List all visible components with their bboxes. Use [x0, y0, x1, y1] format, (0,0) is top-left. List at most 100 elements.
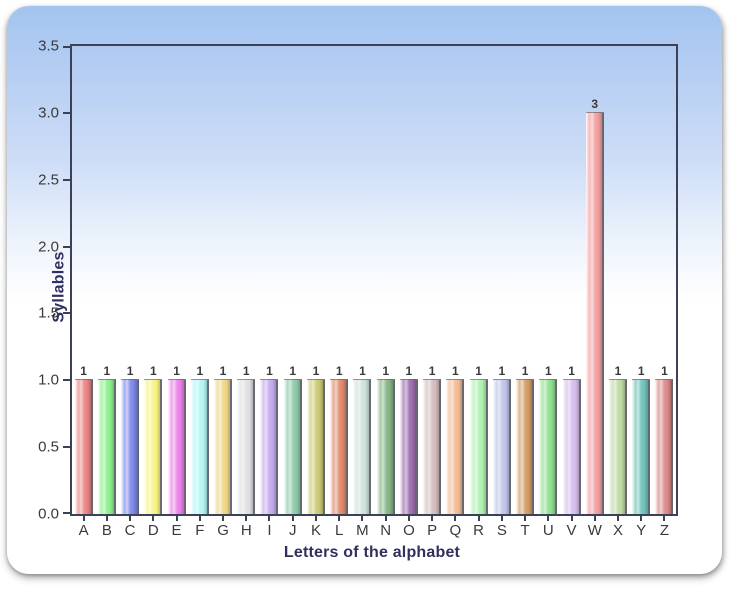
x-tick-mark: [524, 516, 527, 521]
bar-value-label: 1: [335, 364, 343, 379]
x-tick-mark: [570, 516, 573, 521]
x-tick-label: T: [520, 522, 530, 539]
x-tick-label: Y: [636, 522, 647, 539]
x-tick-mark: [152, 516, 155, 521]
bar-value-label: 1: [568, 364, 575, 379]
x-tick-mark: [431, 516, 434, 521]
x-tick-mark: [291, 516, 294, 521]
x-tick-label: C: [124, 522, 136, 539]
bar-value-label: 1: [544, 364, 552, 379]
bar-c: [121, 379, 140, 514]
y-tick-label: 2.5: [38, 171, 59, 189]
bar-slot-b: 1: [95, 46, 118, 514]
bar-value-label: 1: [521, 364, 529, 379]
x-axis-cell-e: E: [165, 516, 188, 539]
x-axis-cell-l: L: [328, 516, 351, 539]
x-tick-label: J: [288, 522, 297, 539]
x-axis-cell-v: V: [560, 516, 583, 539]
bar-slot-e: 1: [165, 46, 188, 514]
bar-slot-n: 1: [374, 46, 397, 514]
bar-i: [260, 379, 279, 514]
bar-o: [399, 379, 418, 514]
y-tick-label: 3.0: [38, 104, 59, 122]
x-axis-cell-u: U: [537, 516, 560, 539]
y-tick-mark: [63, 379, 70, 382]
x-tick-mark: [454, 516, 457, 521]
bar-f: [190, 379, 209, 514]
bar-value-label: 1: [219, 364, 227, 379]
bar-value-label: 1: [428, 364, 436, 379]
bar-slot-d: 1: [142, 46, 165, 514]
x-axis-cell-r: R: [467, 516, 490, 539]
bar-value-label: 1: [80, 364, 87, 379]
bar-slot-o: 1: [397, 46, 420, 514]
x-axis-cell-a: A: [72, 516, 95, 539]
x-axis-cell-b: B: [95, 516, 118, 539]
x-tick-mark: [198, 516, 201, 521]
y-tick-mark: [63, 512, 70, 514]
bar-value-label: 1: [661, 364, 668, 379]
bar-slot-t: 1: [513, 46, 536, 514]
x-axis-title: Letters of the alphabet: [283, 544, 461, 561]
bar-s: [492, 379, 511, 514]
x-axis-cell-t: T: [513, 516, 536, 539]
bar-slot-w: 3: [583, 46, 606, 514]
y-tick-mark: [63, 446, 70, 449]
y-tick-mark: [63, 111, 70, 114]
x-axis-cell-s: S: [490, 516, 513, 539]
x-tick-mark: [640, 516, 643, 521]
x-axis-cell-f: F: [188, 516, 211, 539]
y-tick-label: 2.0: [38, 238, 59, 256]
bar-q: [446, 379, 465, 514]
bar-value-label: 1: [196, 364, 204, 379]
x-tick-label: E: [171, 522, 182, 539]
y-tick-label: 1.0: [38, 371, 59, 389]
bar-slot-p: 1: [421, 46, 444, 514]
x-tick-label: W: [587, 522, 602, 539]
x-tick-label: N: [380, 522, 392, 539]
bar-slot-x: 1: [606, 46, 629, 514]
x-axis-cell-d: D: [142, 516, 165, 539]
bar-slot-y: 1: [630, 46, 653, 514]
bar-slot-f: 1: [188, 46, 211, 514]
bar-value-label: 1: [382, 364, 389, 379]
y-tick-label: 3.5: [38, 37, 59, 55]
bar-r: [469, 379, 488, 514]
x-axis-cell-h: H: [235, 516, 258, 539]
bar-k: [306, 379, 325, 514]
x-axis-cell-i: I: [258, 516, 281, 539]
x-tick-label: U: [542, 522, 554, 539]
bar-slot-c: 1: [118, 46, 141, 514]
bar-slot-i: 1: [258, 46, 281, 514]
x-tick-mark: [222, 516, 225, 521]
x-tick-label: Z: [659, 522, 670, 539]
bar-slot-a: 1: [72, 46, 95, 514]
x-axis-cell-q: Q: [444, 516, 467, 539]
x-tick-mark: [314, 516, 317, 521]
x-axis-cell-k: K: [304, 516, 327, 539]
x-tick-mark: [384, 516, 387, 521]
bar-value-label: 1: [149, 364, 157, 379]
x-tick-mark: [82, 516, 85, 521]
x-axis-cell-j: J: [281, 516, 304, 539]
bar-value-label: 1: [173, 364, 180, 379]
bar-slot-l: 1: [328, 46, 351, 514]
bar-value-label: 1: [312, 364, 320, 379]
x-axis-cell-n: N: [374, 516, 397, 539]
y-tick-mark: [63, 46, 70, 48]
x-axis-cell-y: Y: [630, 516, 653, 539]
bar-value-label: 1: [126, 364, 134, 379]
x-axis-cell-g: G: [211, 516, 234, 539]
x-tick-label: S: [496, 522, 507, 539]
bar-value-label: 1: [242, 364, 250, 379]
x-tick-mark: [593, 516, 596, 521]
x-tick-mark: [547, 516, 550, 521]
bar-x: [609, 379, 627, 514]
bar-slot-q: 1: [444, 46, 467, 514]
bar-y: [632, 379, 651, 514]
y-tick-mark: [63, 178, 70, 181]
x-tick-mark: [500, 516, 503, 521]
bar-value-label: 1: [405, 364, 413, 379]
x-tick-label: X: [613, 522, 624, 539]
